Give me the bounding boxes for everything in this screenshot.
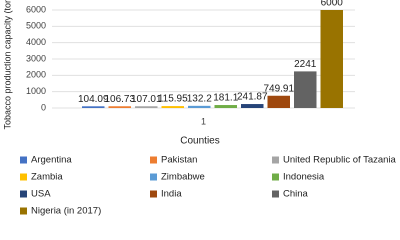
data-label: 132.2 [187, 93, 212, 104]
y-axis-label: Tobacco production capacity (tons) [2, 0, 12, 130]
legend-label: Zimbabwe [161, 172, 205, 183]
y-tick-label: 6000 [26, 4, 46, 14]
y-tick-label: 4000 [26, 37, 46, 47]
legend-swatch [150, 173, 157, 181]
legend-swatch [150, 190, 157, 198]
x-axis-label: Counties [180, 136, 219, 147]
bar [214, 105, 237, 108]
data-label: 104.09 [78, 94, 109, 105]
legend-label: India [161, 189, 182, 200]
bar [188, 105, 211, 108]
bar [241, 104, 264, 108]
data-label: 241.87 [237, 92, 268, 103]
bar [294, 71, 317, 108]
bar [108, 106, 131, 108]
legend-label: China [283, 189, 309, 200]
legend-swatch [272, 190, 279, 198]
chart: Tobacco production capacity (tons) Count… [2, 0, 397, 217]
legend-swatch [20, 190, 27, 198]
data-label: 181.1 [213, 93, 238, 104]
legend-label: Indonesia [283, 172, 325, 183]
bar [267, 95, 290, 108]
x-tick-label: 1 [201, 116, 206, 126]
legend-label: Pakistan [161, 155, 197, 166]
y-tick-label: 3000 [26, 53, 46, 63]
legend-label: Argentina [31, 155, 72, 166]
legend-swatch [272, 156, 279, 164]
legend-label: Nigeria (in 2017) [31, 206, 101, 217]
legend-swatch [272, 173, 279, 181]
legend-swatch [20, 173, 27, 181]
legend-label: Zambia [31, 172, 63, 183]
data-label: 6000 [321, 0, 344, 9]
bar [161, 106, 184, 108]
data-label: 107.01 [131, 94, 162, 105]
y-tick-label: 5000 [26, 21, 46, 31]
legend-label: USA [31, 189, 51, 200]
data-label: 749.91 [263, 83, 294, 94]
y-tick-label: 1000 [26, 86, 46, 96]
bar [320, 10, 343, 108]
y-tick-label: 2000 [26, 70, 46, 80]
y-tick-label: 0 [41, 102, 46, 112]
legend-swatch [20, 207, 27, 215]
legend-swatch [150, 156, 157, 164]
data-label: 106.73 [104, 94, 135, 105]
legend-label: United Republic of Tazania [283, 155, 397, 166]
data-label: 2241 [294, 59, 317, 70]
bar [135, 106, 158, 108]
data-label: 115.95 [158, 94, 188, 105]
bar [82, 106, 105, 108]
legend-swatch [20, 156, 27, 164]
